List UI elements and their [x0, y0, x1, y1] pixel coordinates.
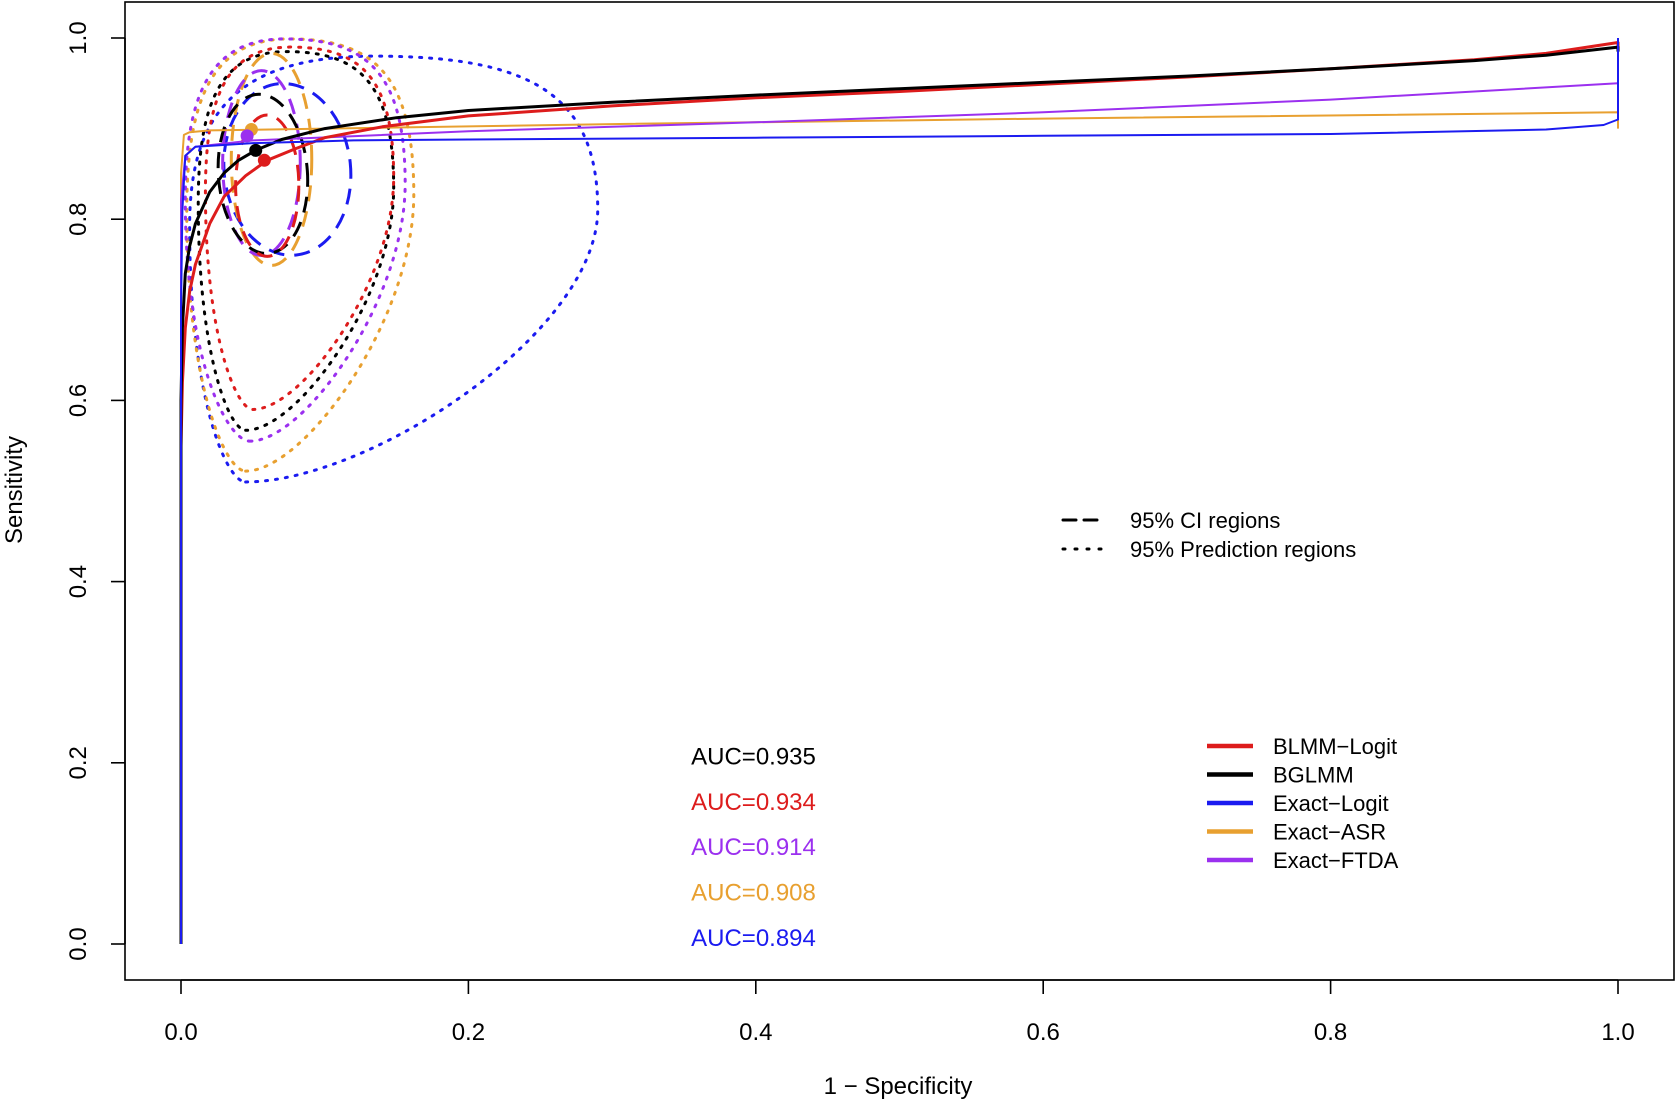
legend-label: Exact−Logit: [1273, 791, 1389, 816]
curve-bglmm: [179, 45, 1620, 944]
curve-blmm: [179, 41, 1620, 944]
curve-exact_asr: [180, 111, 1619, 944]
y-tick-label: 0.8: [65, 203, 92, 236]
ci-region-exact_asr: [229, 51, 314, 267]
summary-point-exact_ftda: [240, 129, 254, 143]
region-style-legend: 95% CI regions 95% Prediction regions: [1061, 508, 1356, 562]
prediction-region-exact_logit: [188, 54, 600, 484]
curve-exact_ftda: [180, 82, 1619, 944]
y-axis: 0.0 0.2 0.4 0.6 0.8 1.0: [65, 21, 126, 961]
prediction-region-exact_ftda: [183, 37, 407, 443]
x-tick-label: 1.0: [1601, 1019, 1634, 1046]
x-tick-label: 0.0: [164, 1019, 197, 1046]
x-tick-label: 0.8: [1314, 1019, 1347, 1046]
auc-label: AUC=0.914: [691, 834, 816, 861]
method-legend: BLMM−Logit BGLMM Exact−Logit Exact−ASR Exact…: [1207, 734, 1399, 873]
auc-label: AUC=0.935: [691, 744, 816, 771]
legend-label: Exact−FTDA: [1273, 848, 1399, 873]
region-legend-label: 95% Prediction regions: [1130, 537, 1356, 562]
summary-point-bglmm: [249, 143, 263, 157]
x-tick-label: 0.6: [1027, 1019, 1060, 1046]
plot-frame: [124, 1, 1675, 981]
auc-label: AUC=0.934: [691, 789, 816, 816]
summary-point-blmm: [257, 153, 271, 167]
legend-label: Exact−ASR: [1273, 820, 1386, 845]
auc-annotations: AUC=0.935 AUC=0.934 AUC=0.914 AUC=0.908 AUC=…: [691, 744, 816, 952]
x-tick-label: 0.4: [739, 1019, 772, 1046]
prediction-region-exact_asr: [185, 37, 416, 473]
ci-region-exact_logit: [222, 82, 353, 257]
x-tick-label: 0.2: [452, 1019, 485, 1046]
sroc-curves: [179, 38, 1620, 944]
prediction-region-blmm: [203, 45, 396, 411]
summary-points: [240, 123, 271, 167]
y-tick-label: 0.2: [65, 746, 92, 779]
auc-label: AUC=0.894: [691, 925, 816, 952]
y-tick-label: 0.0: [65, 927, 92, 960]
curve-exact_logit: [180, 38, 1619, 944]
ci-region-bglmm: [216, 92, 310, 255]
legend-label: BGLMM: [1273, 763, 1354, 788]
auc-label: AUC=0.908: [691, 880, 816, 907]
y-tick-label: 0.4: [65, 565, 92, 598]
y-axis-label: Sensitivity: [1, 436, 28, 544]
x-axis-label: 1 − Specificity: [824, 1073, 973, 1100]
legend-label: BLMM−Logit: [1273, 734, 1397, 759]
y-tick-label: 0.6: [65, 384, 92, 417]
y-tick-label: 1.0: [65, 21, 92, 54]
x-axis: 0.0 0.2 0.4 0.6 0.8 1.0: [164, 979, 1635, 1046]
region-legend-label: 95% CI regions: [1130, 508, 1280, 533]
